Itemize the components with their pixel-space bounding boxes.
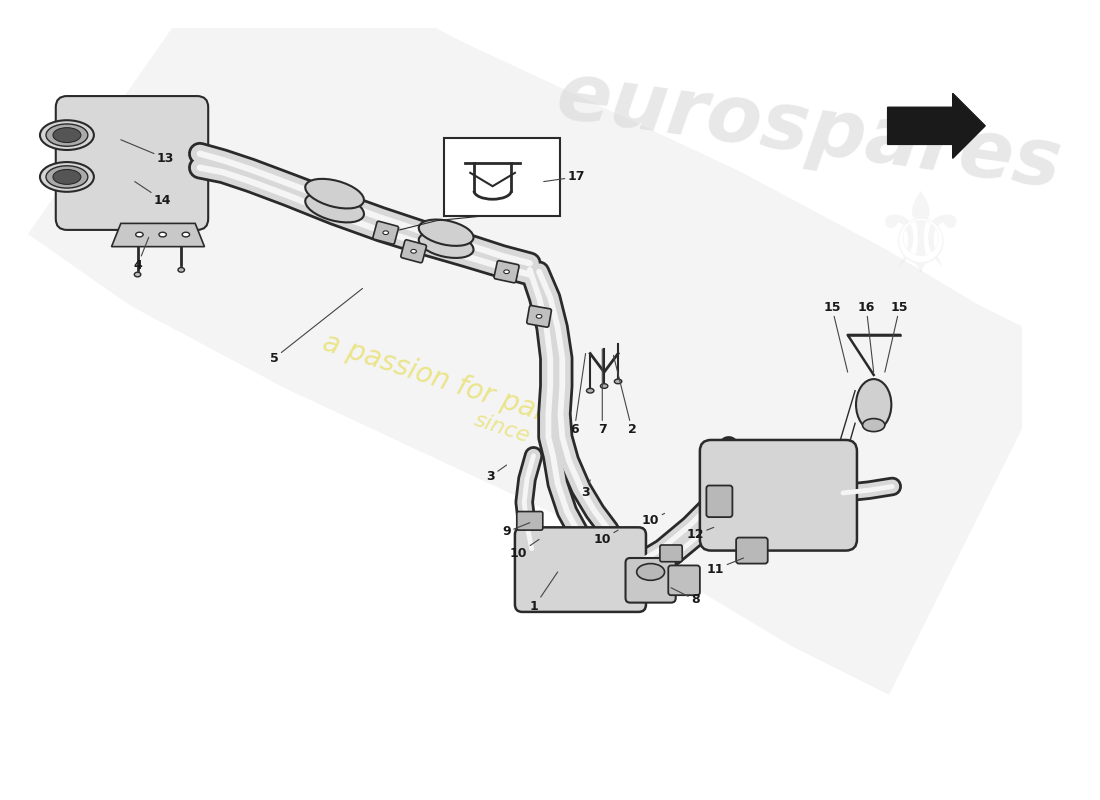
- Polygon shape: [111, 223, 205, 246]
- Polygon shape: [888, 94, 986, 158]
- Ellipse shape: [46, 166, 88, 188]
- Ellipse shape: [40, 120, 94, 150]
- FancyBboxPatch shape: [700, 440, 857, 550]
- Ellipse shape: [305, 193, 364, 222]
- Ellipse shape: [46, 124, 88, 146]
- Text: 7: 7: [598, 349, 607, 436]
- FancyBboxPatch shape: [706, 486, 733, 517]
- Text: 16: 16: [858, 301, 874, 372]
- FancyBboxPatch shape: [736, 538, 768, 563]
- Text: ⚜: ⚜: [870, 189, 970, 295]
- Text: 14: 14: [135, 182, 172, 206]
- Ellipse shape: [537, 314, 542, 318]
- Ellipse shape: [183, 232, 189, 237]
- FancyBboxPatch shape: [515, 527, 646, 612]
- Text: 10: 10: [594, 530, 618, 546]
- FancyBboxPatch shape: [660, 545, 682, 562]
- FancyBboxPatch shape: [517, 511, 542, 530]
- Text: 10: 10: [642, 514, 664, 527]
- Text: a passion for parts: a passion for parts: [319, 328, 574, 434]
- Ellipse shape: [178, 267, 185, 272]
- Text: 8: 8: [671, 588, 700, 606]
- Ellipse shape: [53, 128, 81, 142]
- Text: 6: 6: [570, 354, 585, 436]
- Ellipse shape: [135, 232, 143, 237]
- Text: 10: 10: [510, 539, 539, 560]
- Ellipse shape: [383, 231, 388, 234]
- Ellipse shape: [601, 384, 608, 388]
- FancyBboxPatch shape: [444, 138, 560, 216]
- Text: since: since: [471, 410, 532, 446]
- Ellipse shape: [419, 219, 473, 246]
- Text: 3: 3: [486, 465, 507, 482]
- Text: 17: 17: [543, 170, 585, 183]
- Ellipse shape: [504, 270, 509, 274]
- Text: 13: 13: [121, 140, 174, 165]
- FancyBboxPatch shape: [527, 306, 551, 327]
- Text: eurospares: eurospares: [551, 57, 1066, 205]
- Ellipse shape: [862, 418, 884, 432]
- Text: 12: 12: [686, 527, 714, 542]
- Text: 1: 1: [530, 572, 558, 613]
- Ellipse shape: [40, 162, 94, 192]
- FancyBboxPatch shape: [669, 566, 700, 595]
- Ellipse shape: [410, 250, 417, 253]
- Ellipse shape: [419, 232, 473, 258]
- Text: 9: 9: [503, 522, 530, 538]
- Text: 15: 15: [823, 301, 848, 372]
- Text: 3: 3: [581, 480, 591, 499]
- FancyBboxPatch shape: [494, 261, 519, 283]
- Ellipse shape: [305, 179, 364, 209]
- FancyBboxPatch shape: [373, 222, 398, 244]
- Ellipse shape: [637, 563, 664, 580]
- FancyBboxPatch shape: [56, 96, 208, 230]
- Text: 5: 5: [270, 289, 363, 365]
- Ellipse shape: [856, 379, 891, 430]
- Text: 2: 2: [614, 355, 637, 436]
- Ellipse shape: [158, 232, 166, 237]
- Ellipse shape: [615, 379, 622, 384]
- Ellipse shape: [53, 170, 81, 184]
- Ellipse shape: [586, 388, 594, 393]
- Text: 11: 11: [707, 558, 744, 576]
- FancyBboxPatch shape: [400, 240, 427, 262]
- FancyBboxPatch shape: [626, 558, 675, 602]
- Ellipse shape: [134, 272, 141, 277]
- Text: 4: 4: [133, 238, 148, 272]
- Text: 15: 15: [884, 301, 909, 372]
